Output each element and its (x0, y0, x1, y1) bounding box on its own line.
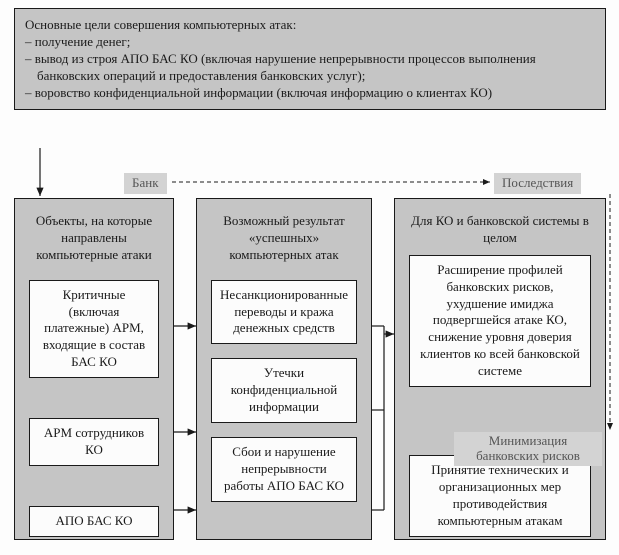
col3-box: Расширение профилей банковских рисков, у… (409, 255, 591, 387)
col-objects: Объекты, на которые направлены компьютер… (14, 198, 174, 540)
goals-list: получение денег; вывод из строя АПО БАС … (25, 34, 595, 102)
badge-minimize: Минимизация банковских рисков (454, 432, 602, 466)
col2-box: Сбои и нарушение непрерывности работы АП… (211, 437, 357, 502)
badge-consequences: Последствия (494, 173, 581, 194)
col1-box: АПО БАС КО (29, 506, 159, 537)
goals-item: получение денег; (25, 34, 595, 51)
col3-box: Принятие технических и организационных м… (409, 455, 591, 537)
col-objects-title: Объекты, на которые направлены компьютер… (25, 207, 163, 266)
goals-item: воровство конфиденциальной информации (в… (25, 85, 595, 102)
col-consequences-title: Для КО и банковской системы в целом (405, 207, 595, 249)
badge-bank: Банк (124, 173, 167, 194)
goals-heading: Основные цели совершения компьютерных ат… (25, 17, 595, 34)
goals-box: Основные цели совершения компьютерных ат… (14, 8, 606, 110)
col-results: Возможный результат «успешных» компьютер… (196, 198, 372, 540)
col2-box: Несанкциони­рованные переводы и кража де… (211, 280, 357, 345)
col-consequences: Для КО и банковской системы в целом Расш… (394, 198, 606, 540)
col1-box: Критичные (включая платежные) АРМ, входя… (29, 280, 159, 378)
col-results-title: Возможный результат «успешных» компьютер… (207, 207, 361, 266)
badge-minimize-text: Минимизация банковских рисков (476, 433, 580, 463)
goals-item: вывод из строя АПО БАС КО (включая наруш… (25, 51, 595, 85)
col1-box: АРМ сотрудников КО (29, 418, 159, 466)
col2-box: Утечки конфиденциальной информации (211, 358, 357, 423)
